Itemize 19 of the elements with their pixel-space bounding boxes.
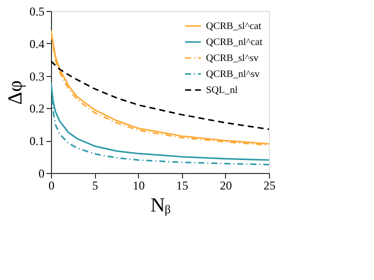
legend-label: QCRB_sl^sv <box>206 53 258 64</box>
legend-label: SQL_nl <box>206 85 238 96</box>
y-tick-label: 0.3 <box>30 69 44 84</box>
x-tick-label: 10 <box>132 178 145 192</box>
x-tick-label: 25 <box>264 178 276 192</box>
x-axis-title: Nᵦ <box>150 194 171 216</box>
x-tick-label: 0 <box>48 178 54 192</box>
legend-label: QCRB_nl^cat <box>206 37 263 48</box>
x-tick-label: 5 <box>92 178 98 192</box>
y-tick-label: 0 <box>38 166 44 180</box>
y-tick-label: 0.1 <box>30 134 44 148</box>
x-tick-label: 15 <box>176 178 188 192</box>
y-tick-label: 0.4 <box>30 36 44 51</box>
y-axis-title: Δφ <box>4 80 26 105</box>
y-tick-label: 0.2 <box>30 102 44 116</box>
legend-label: QCRB_sl^cat <box>206 21 262 32</box>
y-tick-label: 0.5 <box>30 4 44 18</box>
legend-label: QCRB_nl^sv <box>206 69 260 80</box>
x-tick-label: 20 <box>220 178 232 192</box>
